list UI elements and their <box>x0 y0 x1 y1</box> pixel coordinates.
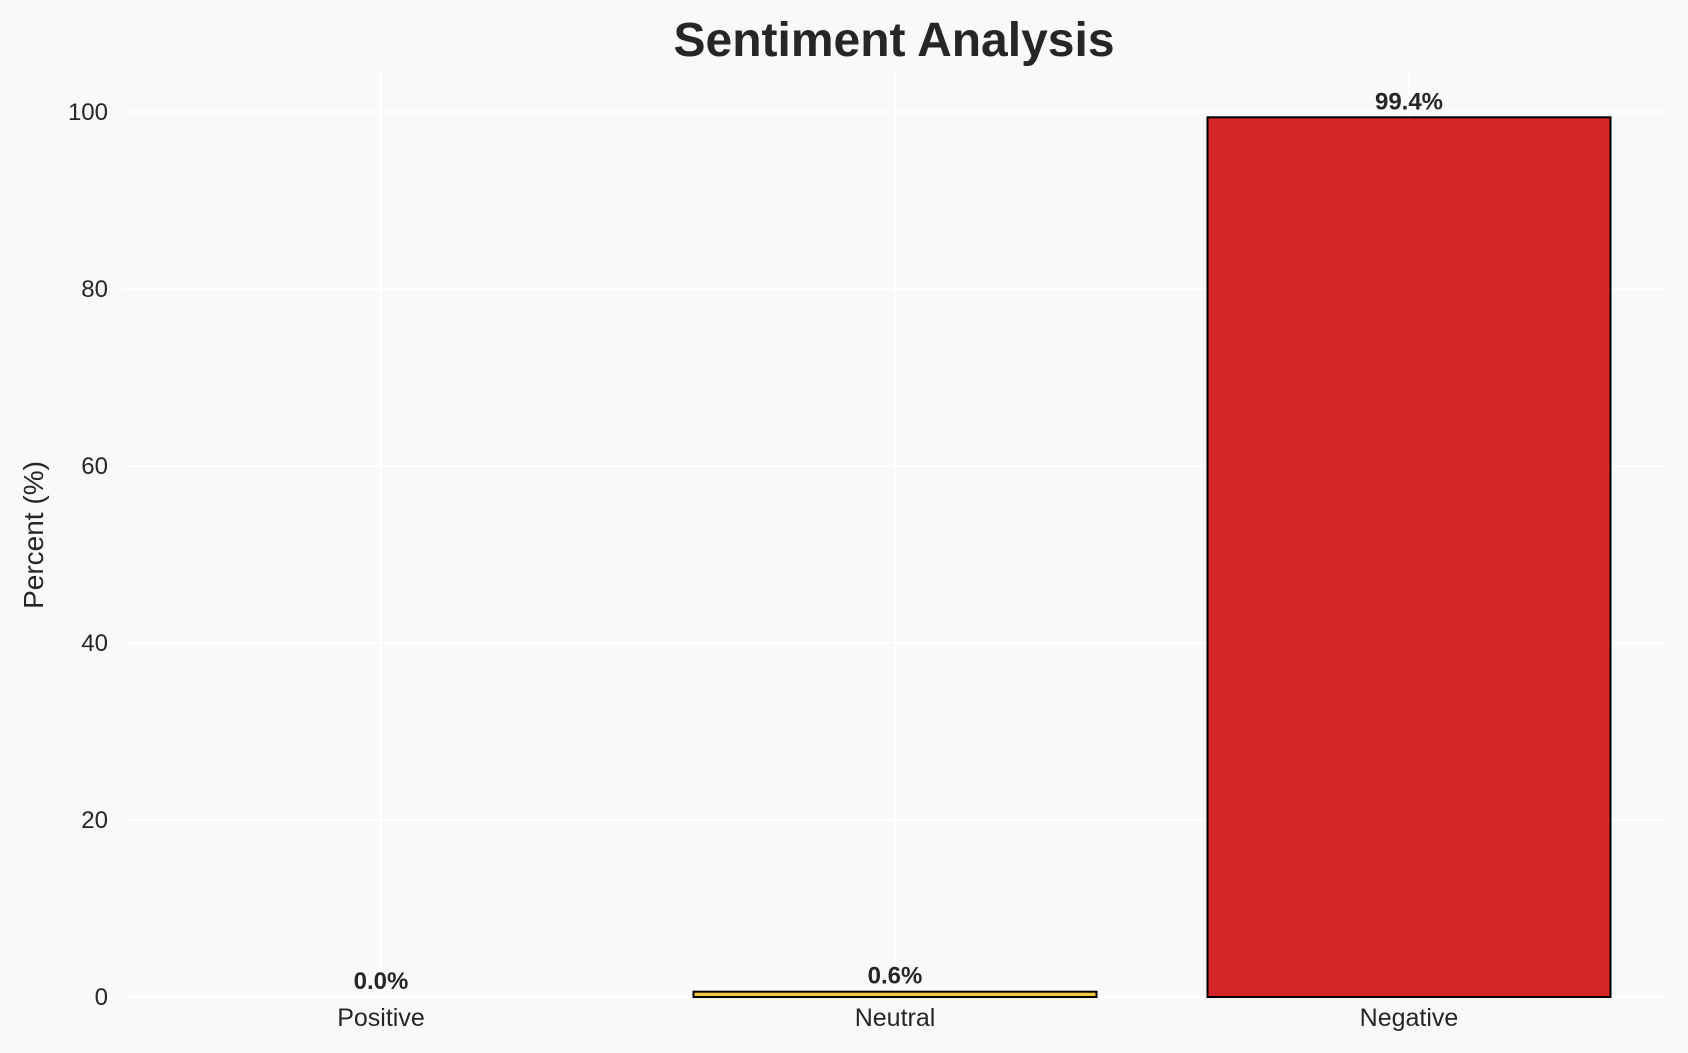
y-tick-label: 80 <box>81 276 108 303</box>
x-tick-label: Positive <box>337 1004 425 1032</box>
y-tick-label: 40 <box>81 630 108 657</box>
bar-neutral <box>692 990 1098 999</box>
chart-title: Sentiment Analysis <box>673 14 1114 67</box>
y-axis-label: Percent (%) <box>18 461 49 609</box>
data-label: 0.0% <box>354 968 409 995</box>
y-tick-label: 100 <box>68 99 108 126</box>
bar-negative <box>1206 116 1612 998</box>
y-tick-label: 60 <box>81 453 108 480</box>
data-label: 0.6% <box>868 963 923 990</box>
data-label: 99.4% <box>1375 88 1443 115</box>
x-tick-label: Neutral <box>855 1004 936 1032</box>
y-tick-label: 20 <box>81 807 108 834</box>
bars <box>692 116 1612 999</box>
labels: 0 20 40 60 80 100 0.0% Positive 0.6% Neutral 99.4%… <box>68 88 1458 1032</box>
y-tick-label: 0 <box>95 984 108 1011</box>
x-tick-label: Negative <box>1360 1004 1459 1032</box>
